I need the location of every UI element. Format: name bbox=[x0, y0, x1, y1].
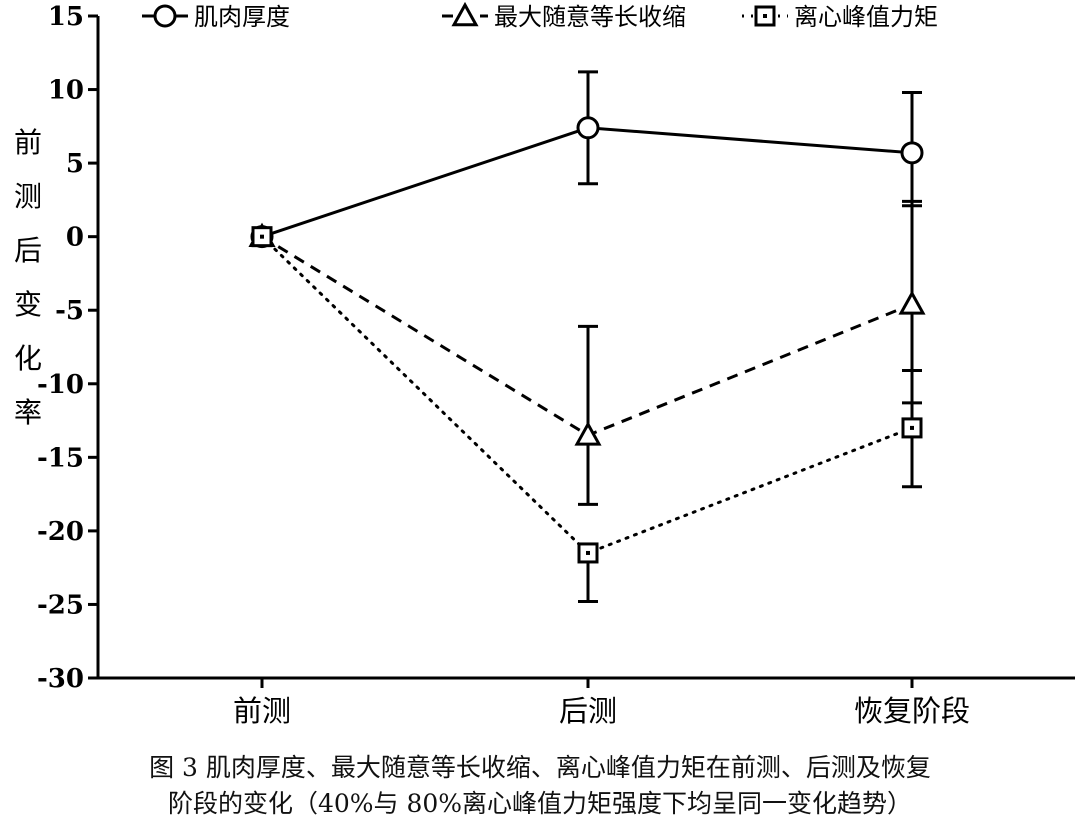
marker-triangle bbox=[574, 421, 602, 446]
y-tick-label: -10 bbox=[37, 370, 84, 400]
marker-triangle bbox=[451, 1, 479, 27]
x-tick-label: 后测 bbox=[559, 694, 617, 728]
legend: 肌肉厚度 最大随意等长收缩 离心峰值力矩 bbox=[142, 1, 938, 31]
y-tick-label: -5 bbox=[55, 296, 84, 326]
x-tick-labels: 前测 后测 恢复阶段 bbox=[233, 694, 970, 728]
x-tick-label: 前测 bbox=[233, 694, 291, 728]
x-tick-label: 恢复阶段 bbox=[854, 694, 970, 728]
caption-line-2: 阶段的变化（40%与 80%离心峰值力矩强度下均呈同一变化趋势） bbox=[167, 789, 913, 818]
y-tick-label: -15 bbox=[37, 443, 84, 473]
caption-line-1: 图 3 肌肉厚度、最大随意等长收缩、离心峰值力矩在前测、后测及恢复 bbox=[149, 753, 931, 782]
marker-square-dot bbox=[260, 234, 264, 239]
y-tick-label: 5 bbox=[66, 149, 84, 179]
y-tick-label: -25 bbox=[37, 590, 84, 620]
y-tick-label: 15 bbox=[48, 2, 84, 32]
marker-triangle bbox=[898, 290, 926, 315]
series-markers bbox=[248, 116, 926, 564]
legend-label: 离心峰值力矩 bbox=[794, 3, 938, 31]
y-tick-label: 10 bbox=[48, 76, 84, 106]
y-axis-label-char: 化 bbox=[14, 342, 42, 375]
legend-label: 最大随意等长收缩 bbox=[494, 3, 686, 31]
y-axis-label-char: 测 bbox=[14, 180, 42, 213]
y-axis-label-char: 前 bbox=[14, 126, 42, 159]
marker-square-dot bbox=[910, 425, 914, 430]
y-tick-label: -30 bbox=[37, 664, 84, 694]
y-tick-label: -20 bbox=[37, 517, 84, 547]
axes bbox=[88, 14, 1075, 688]
y-axis-label-char: 后 bbox=[14, 234, 42, 267]
y-axis-label-char: 率 bbox=[14, 396, 42, 429]
series-line bbox=[260, 235, 914, 555]
marker-circle bbox=[576, 116, 600, 140]
figure-caption: 图 3 肌肉厚度、最大随意等长收缩、离心峰值力矩在前测、后测及恢复 阶段的变化（… bbox=[0, 750, 1080, 822]
marker-circle bbox=[900, 141, 924, 165]
legend-label: 肌肉厚度 bbox=[194, 3, 290, 31]
error-bars bbox=[578, 70, 922, 604]
marker-circle bbox=[153, 4, 177, 28]
y-axis-label-char: 变 bbox=[14, 288, 42, 321]
y-tick-label: 0 bbox=[66, 223, 84, 253]
y-tick-labels: 15 10 5 0 -5 -10 -15 -20 -25 -30 bbox=[37, 2, 84, 694]
marker-square-dot bbox=[763, 14, 767, 18]
marker-square-dot bbox=[586, 550, 590, 555]
